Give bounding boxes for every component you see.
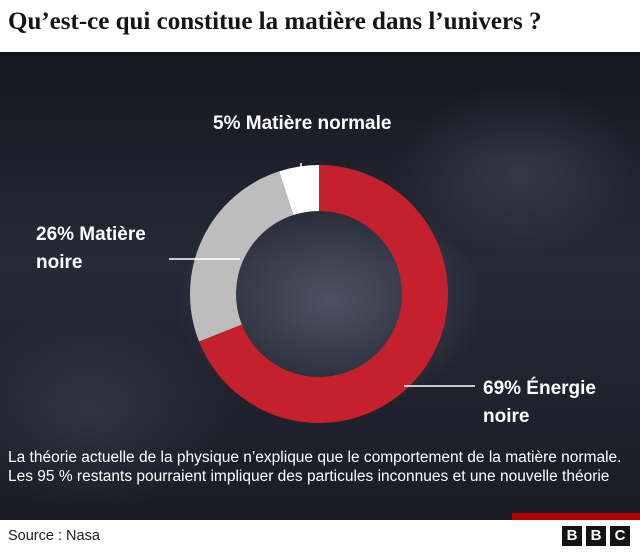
- bbc-logo: B B C: [562, 526, 630, 546]
- slice-matière-normale: [279, 165, 319, 216]
- bbc-logo-letter: B: [586, 526, 606, 546]
- bbc-logo-letter: B: [562, 526, 582, 546]
- chart-panel: 69% Énergie noire 26% Matière noire 5% Matiè…: [0, 52, 640, 520]
- source-text: Source : Nasa: [8, 528, 100, 544]
- slice-énergie-noire: [199, 165, 448, 423]
- donut-chart: 69% Énergie noire 26% Matière noire 5% Matiè…: [36, 113, 596, 427]
- slice-matière-noire: [189, 171, 294, 342]
- chart-title: Qu’est-ce qui constitue la matière dans …: [8, 8, 542, 35]
- bbc-logo-letter: C: [610, 526, 630, 546]
- slice-label: 5% Matière normale: [213, 113, 391, 134]
- chart-note: La théorie actuelle de la physique n’exp…: [8, 449, 622, 485]
- slice-label: 26% Matière noire: [36, 224, 146, 273]
- slice-label: 69% Énergie noire: [483, 377, 596, 427]
- accent-bar: [512, 513, 640, 520]
